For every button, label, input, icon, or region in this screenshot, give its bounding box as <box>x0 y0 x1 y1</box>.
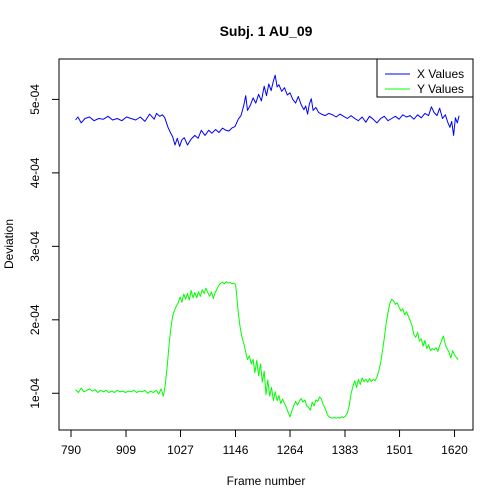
series-layer <box>75 74 460 419</box>
y-axis: 1e-04 2e-04 3e-04 4e-04 5e-04 <box>28 84 60 409</box>
x-tick-label: 1027 <box>167 443 194 457</box>
y-tick-label: 3e-04 <box>28 231 42 262</box>
y-tick-label: 1e-04 <box>28 378 42 409</box>
chart-title: Subj. 1 AU_09 <box>220 23 313 39</box>
x-tick-label: 1501 <box>386 443 413 457</box>
x-axis-label: Frame number <box>227 474 306 488</box>
y-axis-label: Deviation <box>2 219 16 269</box>
x-tick-label: 790 <box>61 443 81 457</box>
legend-label: Y Values <box>417 82 464 96</box>
x-tick-label: 1383 <box>332 443 359 457</box>
x-tick-label: 1264 <box>277 443 304 457</box>
y-tick-label: 2e-04 <box>28 304 42 335</box>
y-tick-label: 5e-04 <box>28 84 42 115</box>
y-tick-label: 4e-04 <box>28 157 42 188</box>
legend-label: X Values <box>417 67 464 81</box>
legend-box <box>376 58 474 98</box>
series-line-y-values <box>75 281 459 419</box>
x-axis: 790 909 1027 1146 1264 1383 1501 1620 <box>61 429 468 457</box>
x-tick-label: 1620 <box>441 443 468 457</box>
series-line-x-values <box>75 74 460 147</box>
x-tick-label: 1146 <box>223 443 249 457</box>
x-tick-label: 909 <box>116 443 136 457</box>
